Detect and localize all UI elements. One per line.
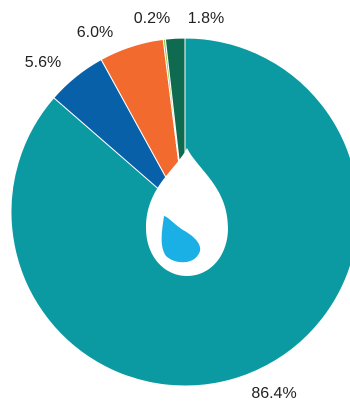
pie-labels: 86.4% 5.6% 6.0% 0.2% 1.8% [25,10,297,402]
slice-label: 6.0% [77,24,113,41]
slice-label: 1.8% [188,10,224,27]
water-drop-icon [146,148,228,276]
slice-label: 0.2% [134,10,170,27]
slice-label: 86.4% [251,385,296,402]
slice-label: 5.6% [25,54,61,71]
